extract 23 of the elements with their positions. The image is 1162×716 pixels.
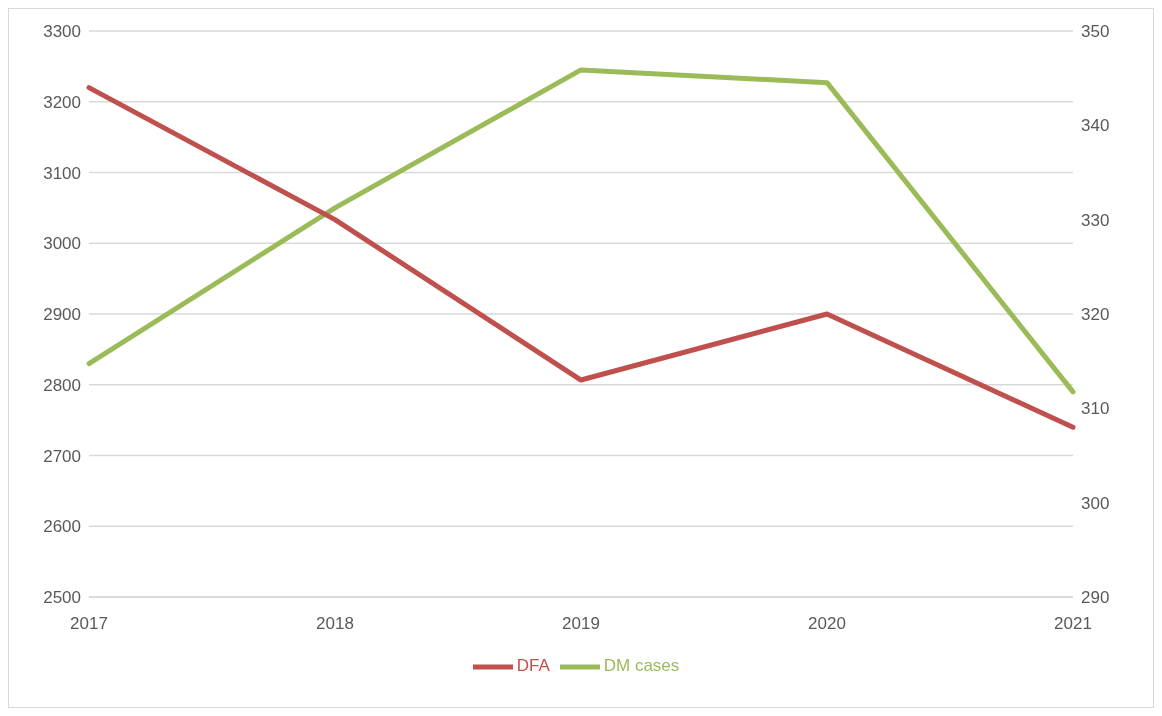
y-tick-label: 3300 bbox=[43, 22, 81, 42]
x-tick-label: 2021 bbox=[1054, 614, 1092, 634]
y-tick-label: 2900 bbox=[43, 305, 81, 325]
y2-tick-label: 300 bbox=[1081, 493, 1110, 513]
y2-tick-label: 340 bbox=[1081, 116, 1110, 136]
y2-tick-label: 320 bbox=[1081, 305, 1110, 325]
x-tick-label: 2020 bbox=[808, 614, 846, 634]
y-tick-label: 2800 bbox=[43, 375, 81, 395]
y-tick-label: 2700 bbox=[43, 446, 81, 466]
legend-label: DM cases bbox=[603, 656, 680, 676]
y-tick-label: 3000 bbox=[43, 234, 81, 254]
x-tick-label: 2019 bbox=[562, 614, 600, 634]
x-tick-label: 2018 bbox=[316, 614, 354, 634]
y-tick-label: 3200 bbox=[43, 92, 81, 112]
legend-label: DFA bbox=[516, 656, 550, 676]
y2-tick-label: 350 bbox=[1081, 22, 1110, 42]
y2-tick-label: 310 bbox=[1081, 399, 1110, 419]
y2-tick-label: 330 bbox=[1081, 210, 1110, 230]
y-tick-label: 2600 bbox=[43, 517, 81, 537]
x-tick-label: 2017 bbox=[70, 614, 108, 634]
y2-tick-label: 290 bbox=[1081, 588, 1110, 608]
y-tick-label: 3100 bbox=[43, 163, 81, 183]
y-tick-label: 2500 bbox=[43, 588, 81, 608]
